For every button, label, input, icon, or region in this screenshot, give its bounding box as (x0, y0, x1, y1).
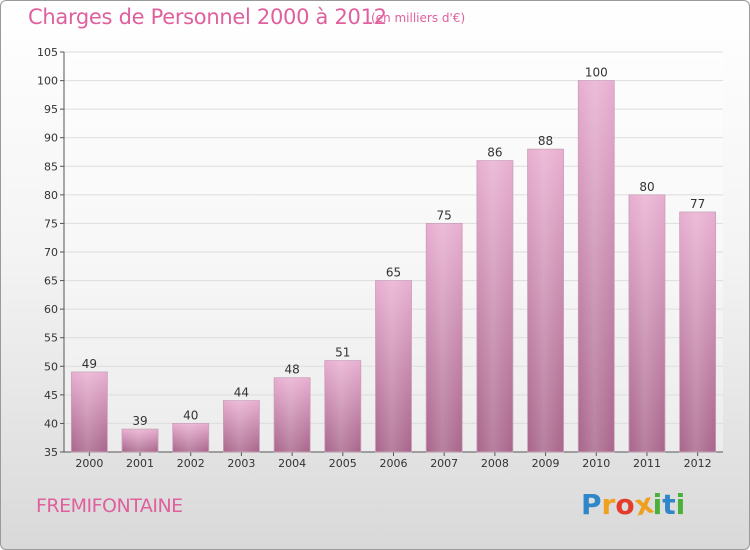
y-tick-label: 95 (44, 103, 58, 116)
x-tick-label-2006: 2006 (380, 457, 408, 470)
bar-shine-2000 (71, 372, 108, 452)
y-tick-label: 75 (44, 217, 58, 230)
x-tick-label-2004: 2004 (278, 457, 306, 470)
data-labels: 49 39 40 44 48 51 65 75 86 88 100 80 77 (82, 66, 706, 429)
y-tick-label: 60 (44, 303, 58, 316)
data-label-2007: 75 (437, 208, 452, 222)
bar-shine-2007 (426, 223, 463, 452)
y-tick-label: 90 (44, 132, 58, 145)
data-label-2011: 80 (639, 180, 654, 194)
bar-shine-2008 (476, 160, 513, 453)
data-label-2004: 48 (284, 363, 299, 377)
y-tick-label: 45 (44, 389, 58, 402)
x-tick-label-2002: 2002 (177, 457, 205, 470)
x-tick-label-2005: 2005 (329, 457, 357, 470)
x-tick-label-2012: 2012 (684, 457, 712, 470)
logo-letter: P (581, 488, 602, 521)
data-label-2003: 44 (234, 386, 249, 400)
x-tick-label-2008: 2008 (481, 457, 509, 470)
data-label-2008: 86 (487, 146, 502, 160)
data-label-2010: 100 (585, 66, 608, 80)
x-tick-label-2010: 2010 (582, 457, 610, 470)
x-tick-label-2011: 2011 (633, 457, 661, 470)
y-tick-label: 85 (44, 160, 58, 173)
logo-letter: o (615, 488, 635, 521)
y-tick-label: 80 (44, 189, 58, 202)
logo-letter: i (652, 488, 663, 521)
data-label-2009: 88 (538, 134, 553, 148)
data-label-2002: 40 (183, 408, 198, 422)
logo-letter: r (601, 488, 616, 521)
data-label-2012: 77 (690, 197, 705, 211)
data-label-2006: 65 (386, 266, 401, 280)
x-tick-label-2007: 2007 (430, 457, 458, 470)
bar-shine-2006 (375, 280, 412, 452)
y-tick-label: 50 (44, 360, 58, 373)
y-tick-label: 65 (44, 275, 58, 288)
y-tick-label: 55 (44, 332, 58, 345)
bar-shine-2004 (274, 377, 311, 452)
bar-shine-2002 (172, 423, 209, 452)
bars (70, 80, 717, 453)
y-tick-label: 40 (44, 417, 58, 430)
bar-shine-2010 (578, 80, 615, 453)
bar-shine-2003 (223, 400, 260, 452)
y-tick-label: 35 (44, 446, 58, 459)
y-tick-label: 70 (44, 246, 58, 259)
x-tick-label-2000: 2000 (75, 457, 103, 470)
y-tick-label: 105 (37, 46, 58, 59)
x-tick-label-2009: 2009 (532, 457, 560, 470)
proxiti-logo: Proxiti (581, 486, 686, 522)
data-label-2005: 51 (335, 346, 350, 360)
x-tick-label-2001: 2001 (126, 457, 154, 470)
bar-shine-2012 (679, 212, 716, 452)
chart-subtitle: (en milliers d'€) (371, 11, 466, 25)
data-label-2000: 49 (82, 357, 97, 371)
bar-shine-2011 (628, 194, 665, 452)
bar-shine-2001 (122, 429, 159, 452)
chart-title: Charges de Personnel 2000 à 2012 (28, 5, 387, 29)
y-tick-label: 100 (37, 75, 58, 88)
logo-letter: t (662, 488, 676, 521)
bar-shine-2009 (527, 149, 564, 452)
bar-shine-2005 (324, 360, 361, 452)
x-tick-label-2003: 2003 (227, 457, 255, 470)
town-name: FREMIFONTAINE (36, 495, 183, 517)
data-label-2001: 39 (132, 414, 147, 428)
logo-letter: i (675, 488, 686, 521)
